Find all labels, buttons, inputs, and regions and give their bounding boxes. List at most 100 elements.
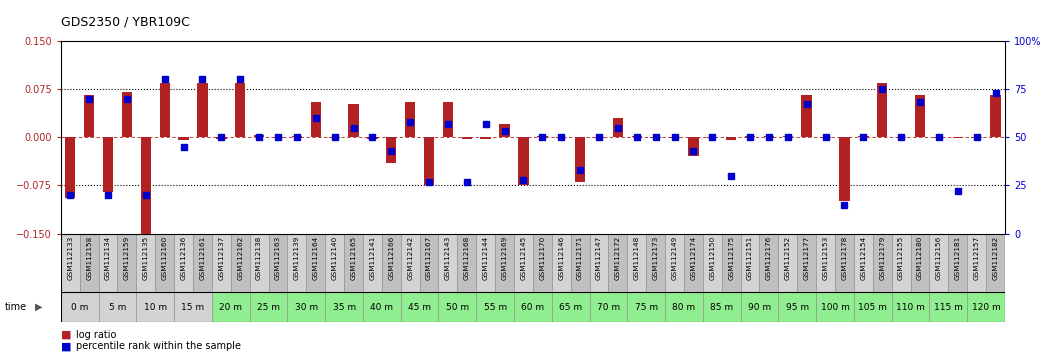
Bar xyxy=(726,137,736,141)
Bar xyxy=(155,234,174,292)
Bar xyxy=(990,95,1001,137)
Text: GSM112153: GSM112153 xyxy=(822,235,829,280)
Text: GDS2350 / YBR109C: GDS2350 / YBR109C xyxy=(61,16,190,29)
Text: GSM112160: GSM112160 xyxy=(162,235,168,280)
Bar xyxy=(627,292,665,322)
Bar xyxy=(250,234,269,292)
Bar xyxy=(212,292,250,322)
Bar xyxy=(122,92,132,137)
Bar xyxy=(65,137,76,198)
Text: GSM112144: GSM112144 xyxy=(483,235,489,280)
Bar xyxy=(934,137,944,138)
Text: GSM112142: GSM112142 xyxy=(407,235,413,280)
Bar xyxy=(159,82,170,137)
Bar xyxy=(457,234,476,292)
Bar xyxy=(311,102,321,137)
Bar xyxy=(665,292,703,322)
Text: GSM112151: GSM112151 xyxy=(747,235,753,280)
Bar xyxy=(650,137,661,138)
Bar xyxy=(764,136,774,137)
Text: GSM112134: GSM112134 xyxy=(105,235,111,280)
Bar xyxy=(797,234,816,292)
Text: GSM112138: GSM112138 xyxy=(256,235,262,280)
Text: 30 m: 30 m xyxy=(295,303,318,312)
Text: GSM112162: GSM112162 xyxy=(237,235,243,280)
Bar xyxy=(325,292,363,322)
Bar xyxy=(877,82,887,137)
Bar xyxy=(703,292,741,322)
Text: 5 m: 5 m xyxy=(109,303,126,312)
Bar xyxy=(892,234,911,292)
Text: GSM112147: GSM112147 xyxy=(596,235,602,280)
Text: GSM112168: GSM112168 xyxy=(464,235,470,280)
Bar xyxy=(424,137,434,185)
Bar xyxy=(892,292,929,322)
Bar xyxy=(480,137,491,139)
Bar xyxy=(778,234,797,292)
Bar xyxy=(401,234,420,292)
Text: GSM112137: GSM112137 xyxy=(218,235,224,280)
Text: GSM112140: GSM112140 xyxy=(331,235,338,280)
Text: GSM112149: GSM112149 xyxy=(671,235,678,280)
Bar xyxy=(741,234,759,292)
Text: 85 m: 85 m xyxy=(710,303,733,312)
Text: 0 m: 0 m xyxy=(71,303,88,312)
Bar xyxy=(212,234,231,292)
Text: 35 m: 35 m xyxy=(333,303,356,312)
Bar xyxy=(269,234,287,292)
Text: GSM112176: GSM112176 xyxy=(766,235,772,280)
Text: GSM112143: GSM112143 xyxy=(445,235,451,280)
Bar xyxy=(99,292,136,322)
Bar xyxy=(136,292,174,322)
Bar xyxy=(363,234,382,292)
Text: GSM112156: GSM112156 xyxy=(936,235,942,280)
Text: GSM112136: GSM112136 xyxy=(180,235,187,280)
Text: GSM112157: GSM112157 xyxy=(973,235,980,280)
Bar xyxy=(235,82,245,137)
Bar xyxy=(571,234,590,292)
Text: GSM112158: GSM112158 xyxy=(86,235,92,280)
Text: GSM112148: GSM112148 xyxy=(634,235,640,280)
Text: 110 m: 110 m xyxy=(896,303,925,312)
Bar xyxy=(627,234,646,292)
Text: percentile rank within the sample: percentile rank within the sample xyxy=(76,341,240,351)
Bar xyxy=(552,292,590,322)
Bar xyxy=(594,137,604,138)
Text: 80 m: 80 m xyxy=(672,303,695,312)
Bar xyxy=(608,234,627,292)
Text: GSM112155: GSM112155 xyxy=(898,235,904,280)
Bar xyxy=(117,234,136,292)
Bar xyxy=(287,234,306,292)
Bar xyxy=(174,234,193,292)
Text: GSM112169: GSM112169 xyxy=(501,235,508,280)
Bar xyxy=(948,234,967,292)
Text: GSM112170: GSM112170 xyxy=(539,235,545,280)
Text: 10 m: 10 m xyxy=(144,303,167,312)
Text: 75 m: 75 m xyxy=(635,303,658,312)
Bar xyxy=(193,234,212,292)
Bar xyxy=(495,234,514,292)
Bar xyxy=(929,292,967,322)
Text: 40 m: 40 m xyxy=(370,303,393,312)
Text: GSM112174: GSM112174 xyxy=(690,235,697,280)
Bar xyxy=(231,234,250,292)
Bar xyxy=(499,124,510,137)
Bar xyxy=(688,137,699,156)
Bar xyxy=(329,137,340,138)
Bar xyxy=(514,234,533,292)
Bar xyxy=(438,234,457,292)
Text: 60 m: 60 m xyxy=(521,303,544,312)
Text: GSM112135: GSM112135 xyxy=(143,235,149,280)
Bar xyxy=(518,137,529,185)
Bar xyxy=(986,234,1005,292)
Text: 15 m: 15 m xyxy=(181,303,205,312)
Bar xyxy=(952,137,963,138)
Bar xyxy=(801,95,812,137)
Bar xyxy=(575,137,585,182)
Text: GSM112172: GSM112172 xyxy=(615,235,621,280)
Bar xyxy=(929,234,948,292)
Text: GSM112175: GSM112175 xyxy=(728,235,734,280)
Bar xyxy=(197,82,208,137)
Text: 45 m: 45 m xyxy=(408,303,431,312)
Text: GSM112139: GSM112139 xyxy=(294,235,300,280)
